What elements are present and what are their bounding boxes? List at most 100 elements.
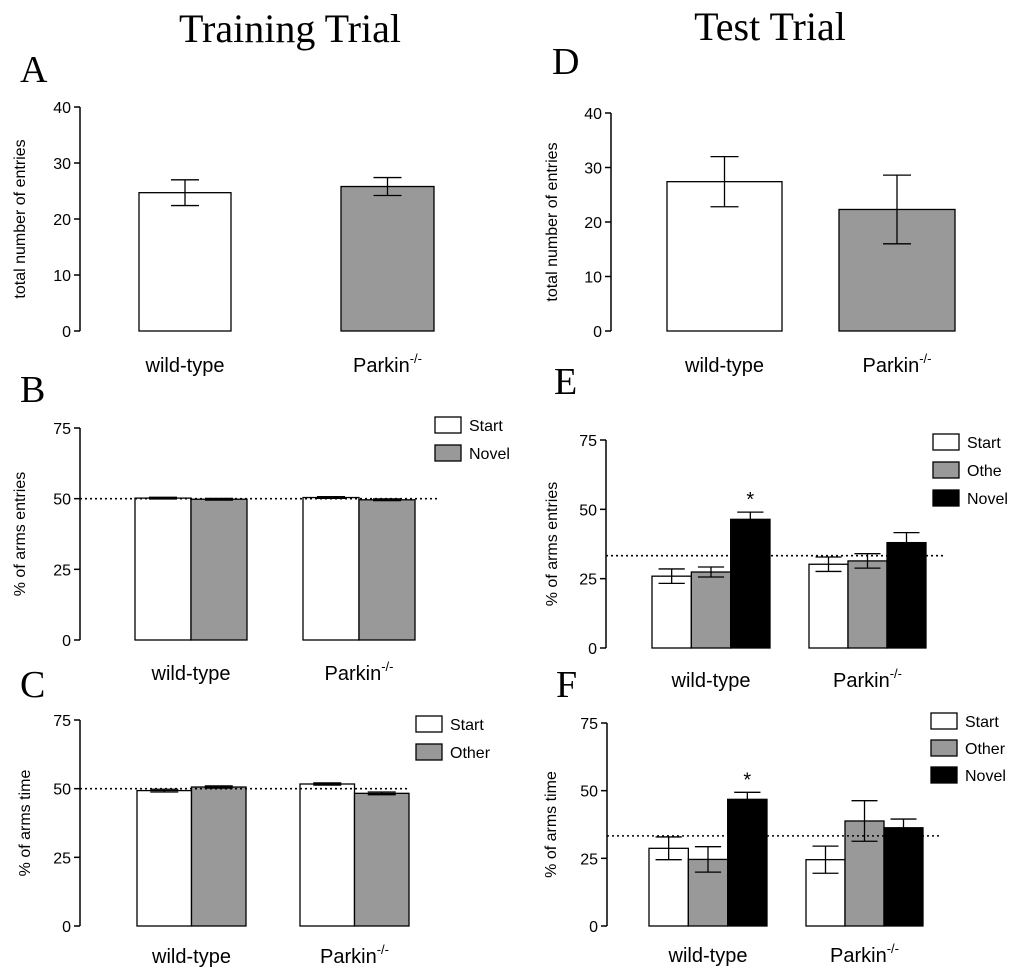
y-axis-label: % of arms time [17, 770, 34, 877]
legend-swatch [932, 461, 960, 479]
y-axis-label: total number of entries [12, 139, 29, 298]
legend-label: Othe [967, 463, 1002, 480]
y-tick-label: 30 [584, 161, 602, 178]
y-tick-label: 25 [580, 851, 598, 868]
test-trial-title: Test Trial [694, 4, 846, 49]
bar-e-1-novel [886, 541, 927, 649]
category-label: Parkin-/- [830, 941, 899, 967]
bar-f-1-novel [883, 827, 924, 927]
panel-f: F 0 25 50 75 % of arms time wild-type Parkin-/-… [543, 664, 1006, 967]
training-trial-title: Training Trial [179, 6, 401, 51]
legend-label: Start [450, 717, 484, 734]
legend-swatch [930, 766, 958, 784]
y-tick-label: 75 [53, 421, 71, 438]
legend-swatch [932, 433, 960, 451]
category-label: Parkin-/- [320, 942, 389, 968]
legend-label: Start [469, 418, 503, 435]
y-tick-label: 75 [579, 433, 597, 450]
legend-label: Novel [469, 446, 510, 463]
category-label: Parkin-/- [833, 666, 902, 692]
y-axis-label: % of arms entries [544, 482, 561, 606]
panel-a: A 0 10 20 30 40 total number of entries wild-ty… [12, 49, 435, 377]
panel-b: B 0 25 50 75 % of arms entries wild-type Parkin… [12, 369, 510, 685]
legend-swatch [434, 416, 462, 434]
y-tick-label: 0 [593, 324, 602, 341]
y-tick-label: 0 [62, 919, 71, 936]
y-tick-label: 50 [53, 782, 71, 799]
category-label: Parkin-/- [863, 351, 932, 377]
legend-label: Novel [967, 491, 1008, 508]
y-tick-label: 0 [589, 919, 598, 936]
legend-label: Other [965, 741, 1006, 758]
category-label: wild-type [151, 663, 231, 685]
y-tick-label: 75 [580, 716, 598, 733]
panel-d: D 0 10 20 30 40 total number of entries wild-ty… [544, 41, 956, 377]
y-tick-label: 25 [579, 572, 597, 589]
category-label: wild-type [671, 670, 751, 692]
category-label: wild-type [668, 945, 748, 967]
bar-b-1-start [302, 496, 360, 641]
legend-label: Start [965, 714, 999, 731]
bar-e-1-start [808, 563, 849, 649]
category-label: wild-type [151, 946, 231, 968]
panel-letter-d: D [552, 41, 579, 83]
legend-swatch [930, 739, 958, 757]
y-tick-label: 20 [53, 212, 71, 229]
bar-e-0-novel [730, 518, 771, 649]
y-tick-label: 20 [584, 215, 602, 232]
legend-label: Other [450, 745, 491, 762]
y-axis-label: % of arms entries [12, 472, 29, 596]
y-tick-label: 10 [53, 268, 71, 285]
y-tick-label: 50 [579, 502, 597, 519]
significance-star: * [746, 489, 754, 511]
bar-b-0-start [134, 497, 192, 641]
significance-star: * [743, 769, 751, 791]
bar-b-0-novel [190, 498, 248, 641]
legend-swatch [930, 712, 958, 730]
y-tick-label: 40 [584, 106, 602, 123]
bar-b-1-novel [358, 499, 416, 641]
y-axis-label: total number of entries [544, 142, 561, 301]
bar-a-1-bar [340, 185, 435, 332]
y-tick-label: 50 [53, 492, 71, 509]
category-label: wild-type [684, 355, 764, 377]
bar-a-0-bar [138, 192, 232, 332]
panel-letter-e: E [554, 361, 577, 403]
bar-c-1-other [353, 792, 410, 927]
category-label: Parkin-/- [325, 659, 394, 685]
legend-swatch [415, 715, 443, 733]
panel-c: C 0 25 50 75 % of arms time wild-type Parkin-/-… [17, 664, 491, 968]
bar-c-0-start [136, 789, 193, 927]
legend-swatch [434, 444, 462, 462]
bar-c-1-start [299, 783, 356, 927]
y-tick-label: 10 [584, 270, 602, 287]
panel-letter-f: F [556, 664, 577, 706]
y-tick-label: 25 [53, 850, 71, 867]
bar-e-0-start [651, 575, 692, 649]
legend-swatch [415, 743, 443, 761]
y-tick-label: 0 [62, 633, 71, 650]
category-label: wild-type [145, 355, 225, 377]
legend-label: Novel [965, 768, 1006, 785]
y-tick-label: 30 [53, 156, 71, 173]
y-axis-label: % of arms time [543, 771, 560, 878]
bar-e-0-othe [690, 571, 732, 649]
category-label: Parkin-/- [353, 351, 422, 377]
y-tick-label: 0 [62, 324, 71, 341]
legend-swatch [932, 489, 960, 507]
y-tick-label: 75 [53, 713, 71, 730]
y-tick-label: 25 [53, 562, 71, 579]
panel-letter-c: C [20, 664, 45, 706]
panel-letter-b: B [20, 369, 45, 411]
y-tick-label: 0 [588, 641, 597, 658]
legend-label: Start [967, 435, 1001, 452]
y-tick-label: 50 [580, 784, 598, 801]
panel-e: E 0 25 50 75 % of arms entries wild-type Parkin… [544, 361, 1008, 692]
bar-e-1-othe [847, 560, 888, 649]
bar-f-0-novel [727, 798, 768, 927]
panels-group: A 0 10 20 30 40 total number of entries wild-ty… [12, 41, 1008, 968]
panel-letter-a: A [20, 49, 48, 91]
y-tick-label: 40 [53, 100, 71, 117]
bar-f-0-start [648, 847, 689, 927]
